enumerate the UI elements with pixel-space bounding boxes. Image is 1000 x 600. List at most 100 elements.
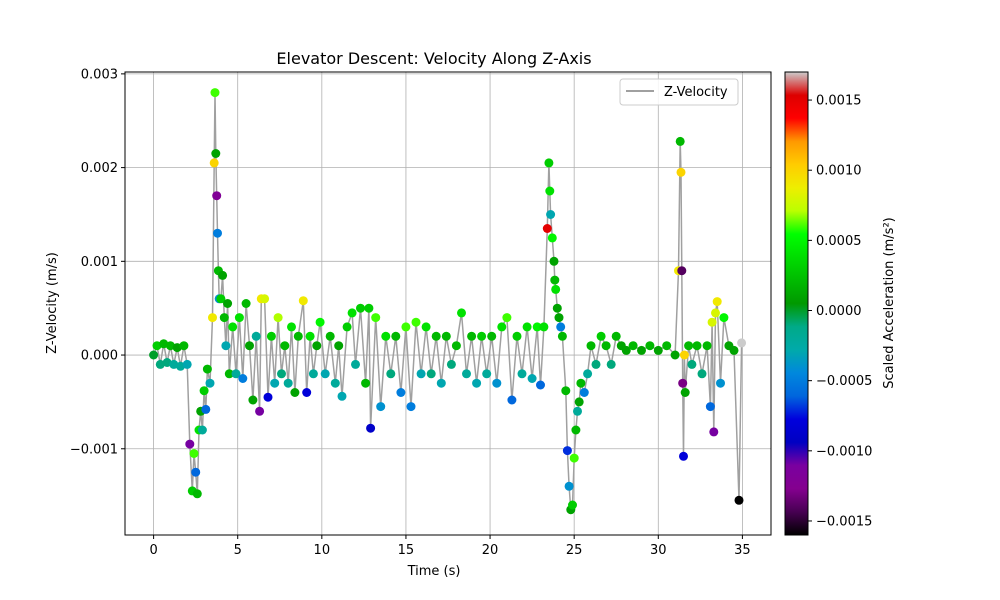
data-point — [556, 322, 566, 332]
grid — [125, 72, 771, 535]
data-point — [189, 449, 199, 458]
data-point — [709, 427, 719, 437]
colorbar-tick-label: −0.0015 — [816, 514, 872, 529]
y-tick-label: 0.001 — [81, 255, 118, 270]
data-point — [601, 341, 611, 351]
data-point — [557, 331, 567, 341]
data-point — [653, 345, 663, 355]
data-point — [325, 331, 335, 341]
data-point — [224, 369, 234, 379]
data-point — [492, 378, 502, 388]
data-point — [416, 369, 426, 379]
data-point — [212, 191, 222, 201]
data-point — [517, 369, 527, 379]
data-point — [573, 406, 582, 416]
data-point — [334, 341, 344, 351]
data-point — [568, 500, 577, 510]
data-point — [574, 397, 584, 407]
data-point — [179, 341, 189, 351]
data-point — [436, 378, 446, 388]
data-point — [266, 331, 276, 341]
x-tick-label: 10 — [314, 543, 331, 558]
y-tick-label: 0.002 — [81, 161, 118, 176]
data-point — [662, 341, 672, 351]
data-point — [191, 467, 201, 477]
data-point — [591, 359, 601, 369]
data-point — [197, 425, 207, 435]
data-point — [684, 341, 694, 351]
colorbar-tick-label: −0.0005 — [816, 374, 872, 389]
x-tick-label: 35 — [734, 543, 751, 558]
data-point — [290, 388, 300, 397]
data-point — [482, 369, 492, 379]
data-point — [670, 350, 680, 360]
data-point — [707, 317, 717, 327]
data-point — [287, 322, 296, 332]
colorbar-gradient — [784, 71, 809, 536]
data-point — [342, 322, 352, 332]
data-point — [238, 374, 248, 383]
data-point — [376, 402, 386, 412]
data-point — [411, 317, 421, 327]
data-point — [446, 359, 456, 369]
data-point — [202, 364, 212, 374]
data-point — [361, 378, 371, 388]
data-point — [201, 404, 211, 414]
data-point — [611, 331, 621, 341]
x-axis-label: Time (s) — [407, 564, 461, 579]
data-point — [364, 303, 374, 313]
data-point — [356, 303, 365, 313]
data-point — [211, 149, 221, 158]
data-point — [687, 359, 697, 369]
data-point — [497, 322, 507, 332]
data-point — [547, 233, 557, 243]
data-point — [678, 378, 688, 388]
data-point — [502, 313, 512, 323]
y-tick-label: 0.000 — [81, 349, 118, 364]
data-point — [302, 388, 312, 397]
x-tick-label: 15 — [398, 543, 415, 558]
data-point — [208, 313, 217, 323]
data-point — [586, 341, 596, 351]
data-point — [241, 299, 251, 308]
data-point — [527, 374, 537, 383]
data-point — [628, 341, 638, 351]
data-point — [692, 341, 702, 351]
data-point — [487, 331, 497, 341]
data-point — [551, 284, 561, 294]
data-point — [679, 350, 689, 360]
data-point — [451, 341, 461, 351]
data-point — [270, 378, 280, 388]
colorbar-tick-label: −0.0010 — [816, 444, 872, 459]
data-point — [273, 313, 283, 323]
data-point — [406, 402, 416, 412]
colorbar: −0.0015 −0.0010 −0.0005 0.0000 0.0005 0.0010 0… — [784, 71, 897, 536]
data-point — [283, 378, 293, 388]
data-point — [549, 256, 559, 266]
data-point — [210, 88, 220, 98]
data-point — [579, 388, 589, 397]
x-tick-label: 20 — [482, 543, 499, 558]
colorbar-tick-label: 0.0015 — [816, 94, 862, 109]
data-point — [472, 378, 482, 388]
data-point — [512, 331, 522, 341]
data-point — [583, 369, 593, 379]
data-point — [231, 369, 241, 379]
data-point — [228, 322, 238, 332]
data-point — [218, 270, 228, 280]
data-point — [320, 369, 330, 379]
data-point — [315, 317, 325, 327]
data-point — [223, 299, 233, 308]
legend-entry-z-velocity: Z-Velocity — [664, 85, 728, 100]
data-point — [539, 322, 549, 332]
data-point — [645, 341, 655, 351]
data-point — [251, 331, 261, 341]
data-point — [734, 495, 744, 505]
data-point — [219, 313, 229, 323]
data-point — [536, 380, 545, 390]
data-point — [702, 341, 712, 351]
data-point — [401, 322, 411, 332]
data-point — [507, 395, 517, 405]
data-point — [192, 489, 202, 499]
data-point — [719, 313, 729, 323]
